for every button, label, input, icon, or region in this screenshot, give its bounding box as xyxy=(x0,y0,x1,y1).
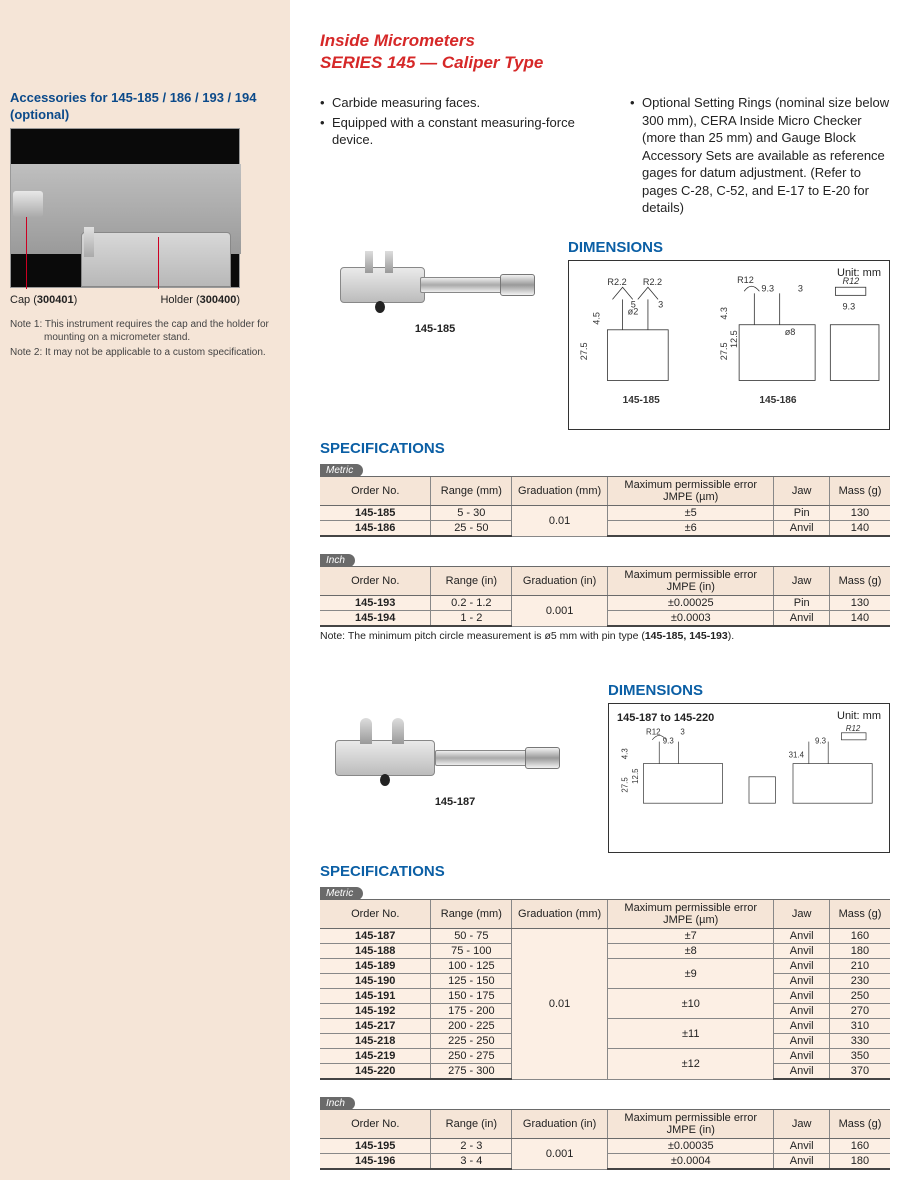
svg-text:3: 3 xyxy=(798,283,803,293)
feature-bullets: Carbide measuring faces. Equipped with a… xyxy=(320,94,890,219)
svg-text:9.3: 9.3 xyxy=(761,283,774,293)
th: Graduation (mm) xyxy=(512,477,608,506)
th: Jaw xyxy=(774,477,829,506)
bullet: Optional Setting Rings (nominal size bel… xyxy=(630,94,890,217)
svg-text:R12: R12 xyxy=(846,724,861,733)
accessory-heading: Accessories for 145-185 / 186 / 193 / 19… xyxy=(10,90,280,124)
inch-pill: Inch xyxy=(320,554,355,567)
metric-pill: Metric xyxy=(320,887,363,900)
svg-text:R2.2: R2.2 xyxy=(607,277,626,287)
th: Range (mm) xyxy=(431,477,512,506)
dimensions-box-2: 145-187 to 145-220 Unit: mm R12 3 9.3 4.… xyxy=(608,703,890,853)
table-row: 145-1855 - 30 0.01 ±5Pin130 xyxy=(320,506,890,521)
svg-text:ø8: ø8 xyxy=(785,327,796,337)
cap-label: Cap (300401) xyxy=(10,294,77,306)
dimension-drawing-1: R2.2 R2.2 27.5 4.5 ø2 5 3 145-185 xyxy=(577,269,881,421)
specifications-heading-1: SPECIFICATIONS xyxy=(320,440,890,457)
svg-text:4.5: 4.5 xyxy=(591,312,601,325)
spec-table-2-metric: Order No.Range (mm)Graduation (mm) Maxim… xyxy=(320,899,890,1080)
svg-text:5: 5 xyxy=(631,300,636,310)
unit-label: Unit: mm xyxy=(837,710,881,722)
svg-text:12.5: 12.5 xyxy=(729,330,739,348)
svg-text:4.3: 4.3 xyxy=(719,307,729,320)
svg-text:4.3: 4.3 xyxy=(621,748,630,760)
product-figure-1: 145-185 xyxy=(320,229,550,335)
specifications-heading-2: SPECIFICATIONS xyxy=(320,863,890,880)
svg-text:27.5: 27.5 xyxy=(621,777,630,793)
figure-1-caption: 145-185 xyxy=(320,323,550,335)
sidebar: Accessories for 145-185 / 186 / 193 / 19… xyxy=(0,0,290,1180)
accessory-heading-l2: (optional) xyxy=(10,107,69,122)
svg-text:145-186: 145-186 xyxy=(759,395,797,406)
dimensions-box-1: Unit: mm R2.2 R2.2 27.5 4.5 ø2 5 xyxy=(568,260,890,430)
dimensions-heading-1: DIMENSIONS xyxy=(568,239,890,256)
table-row: 145-18750 - 750.01±7Anvil160 xyxy=(320,929,890,944)
product-figure-2: 145-187 xyxy=(320,672,590,808)
figure-2-caption: 145-187 xyxy=(320,796,590,808)
table-1-note: Note: The minimum pitch circle measureme… xyxy=(320,630,890,642)
svg-text:3: 3 xyxy=(680,728,685,737)
dimensions-heading-2: DIMENSIONS xyxy=(608,682,890,699)
svg-text:R12: R12 xyxy=(646,728,661,737)
svg-text:27.5: 27.5 xyxy=(579,342,589,360)
svg-text:3: 3 xyxy=(658,300,663,310)
accessory-labels: Cap (300401) Holder (300400) xyxy=(10,294,240,306)
svg-text:145-185: 145-185 xyxy=(623,395,661,406)
svg-text:R2.2: R2.2 xyxy=(643,277,662,287)
metric-pill: Metric xyxy=(320,464,363,477)
main-content: Inside MicrometersSERIES 145 — Caliper T… xyxy=(290,0,900,1180)
sidebar-note-1: Note 1: This instrument requires the cap… xyxy=(10,318,280,344)
holder-label: Holder (300400) xyxy=(160,294,240,306)
svg-text:R12: R12 xyxy=(737,275,754,285)
unit-label: Unit: mm xyxy=(837,267,881,279)
page-title: Inside MicrometersSERIES 145 — Caliper T… xyxy=(320,30,890,74)
svg-text:9.3: 9.3 xyxy=(842,302,855,312)
dimension-drawing-2: R12 3 9.3 4.3 27.5 12.5 31 xyxy=(617,724,881,821)
spec-table-1-inch: Order No.Range (in)Graduation (in) Maxim… xyxy=(320,566,890,627)
svg-text:27.5: 27.5 xyxy=(719,342,729,360)
svg-text:31.4: 31.4 xyxy=(789,750,805,759)
th: Mass (g) xyxy=(829,477,890,506)
dim2-range: 145-187 to 145-220 xyxy=(617,712,714,724)
bullet: Carbide measuring faces. xyxy=(320,94,600,112)
svg-text:9.3: 9.3 xyxy=(663,736,675,745)
sidebar-note-2: Note 2: It may not be applicable to a cu… xyxy=(10,346,280,359)
inch-pill: Inch xyxy=(320,1097,355,1110)
accessory-heading-l1: Accessories for 145-185 / 186 / 193 / 19… xyxy=(10,90,256,105)
th: Order No. xyxy=(320,477,431,506)
th: Maximum permissible error JMPE (µm) xyxy=(608,477,774,506)
table-row: 145-1930.2 - 1.2 0.001 ±0.00025Pin130 xyxy=(320,596,890,611)
table-row: 145-1952 - 30.001±0.00035Anvil160 xyxy=(320,1139,890,1154)
accessory-photo xyxy=(10,128,240,288)
svg-text:9.3: 9.3 xyxy=(815,736,827,745)
bullet: Equipped with a constant measuring-force… xyxy=(320,114,600,149)
spec-table-1-metric: Order No. Range (mm) Graduation (mm) Max… xyxy=(320,476,890,537)
svg-text:12.5: 12.5 xyxy=(631,768,640,784)
